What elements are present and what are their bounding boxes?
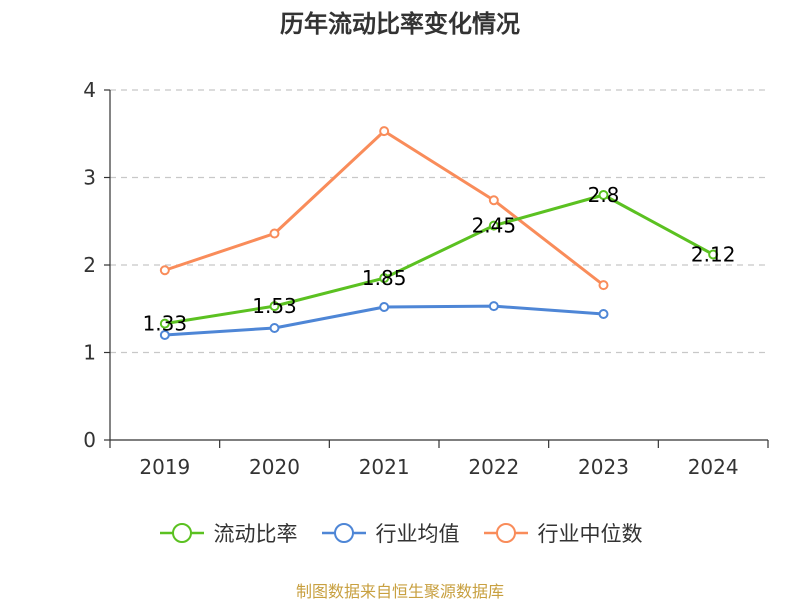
data-point (488, 301, 499, 312)
legend-label: 流动比率 (213, 522, 298, 546)
data-point (159, 318, 170, 329)
data-point (598, 280, 609, 291)
series-line (164, 193, 714, 326)
data-label: 2.45 (472, 214, 517, 238)
data-point (159, 265, 170, 276)
legend: 流动比率 行业均值 行业中位数 (0, 518, 800, 548)
data-label: 2.12 (691, 243, 736, 267)
legend-item[interactable]: 行业中位数 (482, 518, 643, 548)
data-point (159, 330, 170, 340)
source-note: 制图数据来自恒生聚源数据库 (295, 582, 504, 601)
legend-swatch (483, 523, 528, 543)
data-point (379, 126, 390, 137)
x-tick-label: 2019 (139, 455, 190, 479)
x-tick-label: 2020 (249, 455, 300, 479)
x-tick-label: 2024 (688, 455, 739, 479)
y-tick-label: 3 (83, 166, 96, 190)
legend-item[interactable]: 流动比率 (158, 518, 298, 548)
data-point (379, 273, 390, 284)
data-label: 1.33 (143, 312, 188, 336)
data-point (708, 249, 719, 260)
y-tick-label: 4 (83, 78, 96, 102)
chart-title: 历年流动比率变化情况 (280, 10, 520, 38)
x-tick-label: 2022 (468, 455, 519, 479)
data-point (379, 302, 390, 312)
series-line (164, 129, 605, 287)
x-tick-label: 2021 (359, 455, 410, 479)
data-point (598, 309, 609, 319)
data-point (488, 220, 499, 231)
legend-swatch (159, 523, 204, 543)
data-label: 1.85 (362, 266, 407, 290)
legend-item[interactable]: 行业均值 (320, 518, 460, 548)
x-tick-label: 2023 (578, 455, 629, 479)
legend-label: 行业均值 (375, 522, 460, 546)
data-label: 1.53 (252, 294, 297, 318)
y-tick-label: 1 (83, 341, 96, 365)
legend-marker (171, 523, 192, 543)
data-point (269, 301, 280, 312)
legend-label: 行业中位数 (537, 522, 643, 546)
data-point (488, 195, 499, 206)
legend-swatch (321, 523, 366, 543)
legend-marker (495, 523, 516, 543)
data-label: 2.8 (588, 183, 620, 207)
y-tick-label: 0 (83, 428, 96, 452)
data-point (598, 190, 609, 200)
legend-marker (333, 523, 354, 543)
y-tick-label: 2 (83, 253, 96, 277)
data-point (269, 228, 280, 239)
data-point (269, 323, 280, 333)
